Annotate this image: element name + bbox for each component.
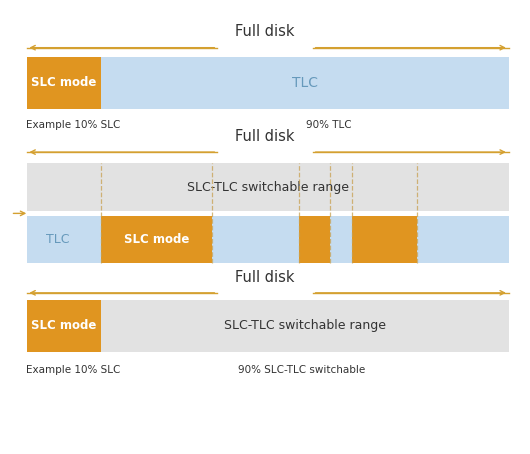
Text: 90% TLC: 90% TLC [306,120,351,130]
Bar [26,300,101,352]
Text: SLC-TLC switchable range: SLC-TLC switchable range [224,319,386,332]
Text: Example 10% SLC: Example 10% SLC [26,365,121,375]
Text: TLC: TLC [46,233,69,246]
Bar [26,163,509,211]
Text: SLC mode: SLC mode [31,319,96,332]
Text: SLC-TLC switchable range: SLC-TLC switchable range [187,181,349,194]
Text: SLC mode: SLC mode [31,76,96,89]
Bar [26,300,509,352]
Text: Full disk: Full disk [235,270,295,285]
Text: Example 10% SLC: Example 10% SLC [26,120,121,130]
Bar [26,57,509,109]
Text: 90% SLC-TLC switchable: 90% SLC-TLC switchable [238,365,366,375]
Text: TLC: TLC [292,76,318,90]
Bar [352,216,417,263]
Text: SLC mode: SLC mode [124,233,189,246]
Bar [101,216,212,263]
Text: Full disk: Full disk [235,25,295,39]
Bar [26,57,101,109]
Bar [26,216,509,263]
Bar [299,216,330,263]
Text: Full disk: Full disk [235,129,295,144]
